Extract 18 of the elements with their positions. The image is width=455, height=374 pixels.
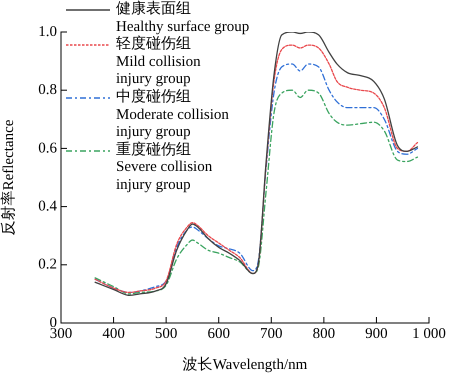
x-tick-label: 400 [102,326,125,342]
legend-label: 轻度碰伤组 Mild collision injury group [116,36,201,88]
y-tick-label: 0.4 [38,198,58,215]
y-tick-label: 1.0 [38,24,57,40]
x-tick-label: 600 [207,326,230,342]
x-tick-label: 900 [365,326,388,342]
x-tick-label: 800 [312,326,336,342]
y-axis-title: 反射率Reflectance [0,119,17,236]
x-tick-label: 700 [260,326,283,342]
legend-label: 健康表面组 Healthy surface group [116,1,250,35]
legend-label: 中度碰伤组 Moderate collision injury group [116,88,229,141]
legend-label: 重度碰伤组 Severe collision injury group [116,142,212,195]
y-tick-label: 0.2 [38,256,57,273]
x-tick-label: 1 000 [412,326,446,342]
y-tick-label: 0.8 [38,82,57,98]
x-tick-label: 500 [154,326,178,342]
x-axis-title: 波长Wavelength/nm [182,356,308,373]
y-tick-label: 0.6 [38,140,58,156]
